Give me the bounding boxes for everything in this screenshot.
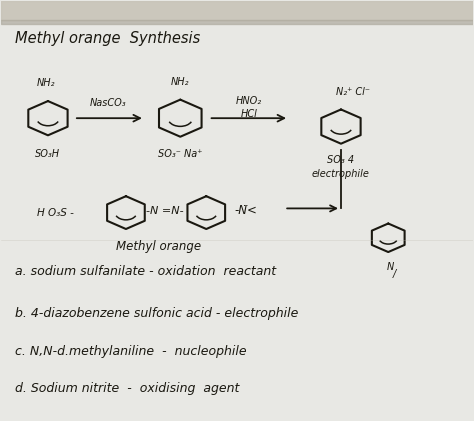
Text: /: /: [392, 269, 395, 279]
Text: N₂⁺ Cl⁻: N₂⁺ Cl⁻: [336, 87, 370, 97]
Text: d. Sodium nitrite  -  oxidising  agent: d. Sodium nitrite - oxidising agent: [15, 382, 239, 395]
Text: Methyl orange  Synthesis: Methyl orange Synthesis: [15, 31, 200, 46]
Text: HNO₂: HNO₂: [236, 96, 262, 107]
Text: SO₃⁻ Na⁺: SO₃⁻ Na⁺: [158, 149, 202, 159]
Text: -N̈<: -N̈<: [235, 204, 257, 217]
Bar: [0, 20, 474, 24]
Bar: [0, 1, 474, 20]
Text: -N =N-: -N =N-: [146, 205, 184, 216]
Text: electrophile: electrophile: [312, 168, 370, 179]
Text: N: N: [387, 262, 394, 272]
Text: H O₃S -: H O₃S -: [37, 208, 74, 218]
Text: SO₃H: SO₃H: [36, 149, 61, 159]
Text: NasCO₃: NasCO₃: [90, 98, 127, 108]
Text: NH₂: NH₂: [36, 77, 55, 88]
Text: Methyl orange: Methyl orange: [117, 240, 201, 253]
Text: b. 4-diazobenzene sulfonic acid - electrophile: b. 4-diazobenzene sulfonic acid - electr…: [15, 307, 298, 320]
Text: c. N,N-d.methylaniline  -  nucleophile: c. N,N-d.methylaniline - nucleophile: [15, 344, 246, 357]
Text: a. sodium sulfanilate - oxidation  reactant: a. sodium sulfanilate - oxidation reacta…: [15, 265, 276, 278]
Text: HCl: HCl: [240, 109, 257, 119]
Text: SO₃ 4: SO₃ 4: [328, 155, 355, 165]
Text: NH₂: NH₂: [171, 77, 190, 87]
